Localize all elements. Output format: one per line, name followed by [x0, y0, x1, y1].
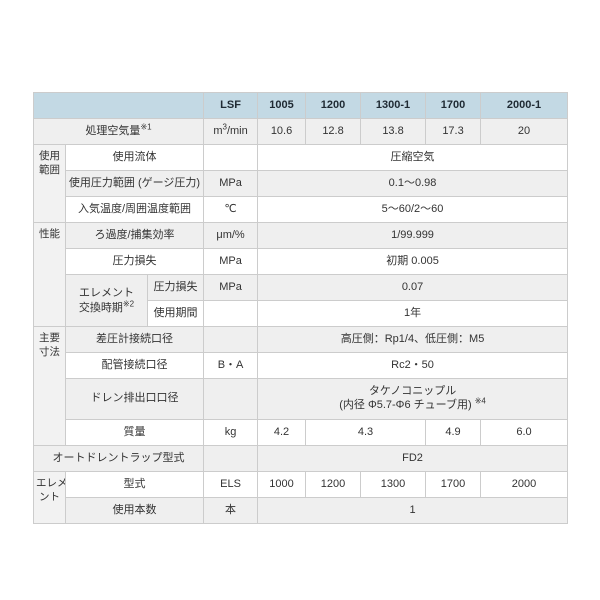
- element-count-label: 使用本数: [64, 497, 205, 524]
- header-empty-cell: [32, 92, 205, 119]
- pipe-port-unit: B・A: [203, 352, 259, 379]
- temp-range-unit: ℃: [203, 196, 259, 223]
- header-series-cell: LSF: [203, 92, 259, 119]
- fluid-value: 圧縮空気: [257, 144, 569, 171]
- element-model-value-1700: 1700: [425, 471, 482, 498]
- element-count-unit: 本: [203, 497, 259, 524]
- pressure-range-unit: MPa: [203, 170, 259, 197]
- row-pipe-port: 配管接続口径 B・A Rc2・50: [34, 352, 569, 379]
- dp-gauge-port-unit: [203, 326, 259, 353]
- mass-value-1200-1300: 4.3: [305, 419, 427, 446]
- header-model-1700: 1700: [425, 92, 482, 119]
- temp-range-label: 入気温度/周囲温度範囲: [64, 196, 205, 223]
- air-flow-value-2000-1: 20: [480, 118, 569, 145]
- header-model-1300-1: 1300-1: [360, 92, 427, 119]
- pressure-loss-unit: MPa: [203, 248, 259, 275]
- filtration-unit: μm/%: [203, 222, 259, 249]
- row-drain-port: ドレン排出口口径 タケノコニップル (内径 Φ5.7-Φ6 チューブ用) ※4: [34, 378, 569, 420]
- pressure-loss-label: 圧力損失: [64, 248, 205, 275]
- el-usage-period-unit: [203, 300, 259, 327]
- pressure-loss-value: 初期 0.005: [257, 248, 569, 275]
- element-model-value-2000-1: 2000: [480, 471, 569, 498]
- pipe-port-value: Rc2・50: [257, 352, 569, 379]
- element-count-value: 1: [257, 497, 569, 524]
- unit-prefix: m: [213, 124, 223, 137]
- group-usage-range: 使用 範囲: [33, 144, 66, 223]
- mass-label: 質量: [64, 419, 205, 446]
- el-usage-period-value: 1年: [257, 300, 569, 327]
- air-flow-value-1700: 17.3: [425, 118, 482, 145]
- mass-value-1700: 4.9: [425, 419, 482, 446]
- pressure-range-label: 使用圧力範囲 (ゲージ圧力): [64, 170, 205, 197]
- table-header-row: LSF 1005 1200 1300-1 1700 2000-1: [32, 92, 569, 119]
- drain-port-value-text: タケノコニップル (内径 Φ5.7-Φ6 チューブ用): [339, 385, 472, 411]
- element-model-value-1300-1: 1300: [360, 471, 427, 498]
- fluid-label: 使用流体: [64, 144, 205, 171]
- row-element-replace-pressure-loss: エレメント 交換時期※2 圧力損失 MPa 0.07: [34, 274, 569, 327]
- header-model-1005: 1005: [257, 92, 307, 119]
- row-auto-drain-trap: オートドレントラップ型式 FD2: [32, 445, 569, 472]
- el-pressure-loss-value: 0.07: [257, 274, 569, 301]
- temp-range-value: 5～60/2～60: [257, 196, 569, 223]
- row-pressure-loss: 圧力損失 MPa 初期 0.005: [34, 248, 569, 275]
- unit-sup: 3: [222, 121, 227, 131]
- group-main-dimensions: 主要 寸法: [33, 326, 66, 446]
- element-replace-label-text: エレメント 交換時期: [78, 287, 134, 314]
- dp-gauge-port-value: 高圧側：Rp1/4、低圧側：M5: [257, 326, 569, 353]
- air-flow-unit: m3/min: [203, 118, 259, 145]
- dp-gauge-port-label: 差圧計接続口径: [64, 326, 205, 353]
- header-model-2000-1: 2000-1: [480, 92, 569, 119]
- unit-suffix: /min: [226, 124, 248, 137]
- drain-port-label: ドレン排出口口径: [64, 378, 205, 420]
- mass-unit: kg: [203, 419, 259, 446]
- element-model-value-1200: 1200: [305, 471, 362, 498]
- air-flow-value-1300-1: 13.8: [360, 118, 427, 145]
- row-air-flow: 処理空気量※1 m3/min 10.6 12.8 13.8 17.3 20: [32, 118, 569, 145]
- air-flow-value-1200: 12.8: [305, 118, 362, 145]
- element-replace-label: エレメント 交換時期※2: [65, 274, 148, 327]
- group-performance: 性能: [33, 222, 66, 327]
- element-model-label: 型式: [64, 471, 205, 498]
- drain-port-unit: [203, 378, 259, 420]
- el-pressure-loss-unit: MPa: [203, 274, 259, 301]
- row-filtration: 性能 ろ過度/捕集効率 μm/% 1/99.999: [33, 222, 569, 327]
- pipe-port-label: 配管接続口径: [64, 352, 205, 379]
- mass-value-1005: 4.2: [257, 419, 307, 446]
- drain-port-note: ※4: [474, 396, 486, 406]
- row-element-replace-usage-period: 使用期間 1年: [34, 300, 569, 327]
- element-model-value-1005: 1000: [257, 471, 307, 498]
- filtration-label: ろ過度/捕集効率: [64, 222, 205, 249]
- row-temp-range: 入気温度/周囲温度範囲 ℃ 5～60/2～60: [34, 196, 569, 223]
- el-pressure-loss-label: 圧力損失: [146, 274, 205, 301]
- row-mass: 質量 kg 4.2 4.3 4.9 6.0: [34, 419, 569, 446]
- air-flow-note: ※1: [140, 121, 152, 131]
- drain-port-value: タケノコニップル (内径 Φ5.7-Φ6 チューブ用) ※4: [257, 378, 569, 420]
- element-replace-note: ※2: [122, 298, 135, 308]
- el-usage-period-label: 使用期間: [146, 300, 205, 327]
- auto-drain-trap-unit: [203, 445, 259, 472]
- air-flow-label-text: 処理空気量: [85, 124, 141, 137]
- group-element: エレメ ント: [33, 471, 66, 524]
- fluid-unit: [203, 144, 259, 171]
- row-element-model: エレメ ント 型式 ELS 1000 1200 1300 1700 2000: [33, 471, 569, 524]
- row-element-count: 使用本数 本 1: [34, 497, 569, 524]
- row-dp-gauge-port: 主要 寸法 差圧計接続口径 高圧側：Rp1/4、低圧側：M5: [33, 326, 569, 446]
- pressure-range-value: 0.1～0.98: [257, 170, 569, 197]
- auto-drain-trap-label: オートドレントラップ型式: [32, 445, 205, 472]
- air-flow-value-1005: 10.6: [257, 118, 307, 145]
- mass-value-2000: 6.0: [480, 419, 569, 446]
- row-pressure-range: 使用圧力範囲 (ゲージ圧力) MPa 0.1～0.98: [34, 170, 569, 197]
- element-model-unit: ELS: [203, 471, 259, 498]
- auto-drain-trap-value: FD2: [257, 445, 569, 472]
- air-flow-label: 処理空気量※1: [32, 118, 205, 145]
- spec-table: LSF 1005 1200 1300-1 1700 2000-1 処理空気量※1…: [32, 92, 569, 524]
- row-fluid: 使用 範囲 使用流体 圧縮空気: [33, 144, 569, 223]
- filtration-value: 1/99.999: [257, 222, 569, 249]
- header-model-1200: 1200: [305, 92, 362, 119]
